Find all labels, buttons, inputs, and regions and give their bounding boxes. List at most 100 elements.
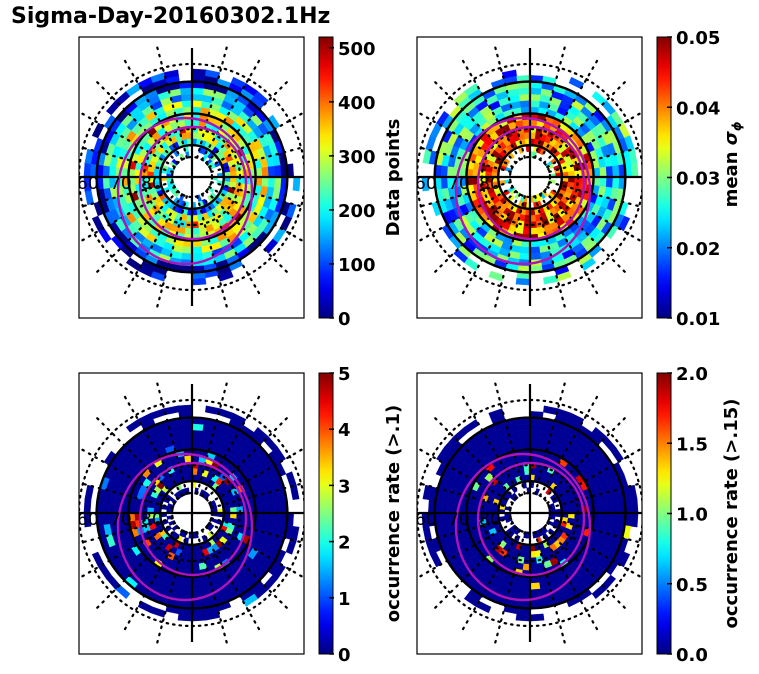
plot-area: 60 70 80: [417, 45, 642, 309]
heatmap-bin: [440, 501, 449, 514]
heatmap-bin: [184, 227, 193, 235]
heatmap-bin: [529, 119, 538, 127]
heatmap-bin: [529, 94, 542, 102]
heatmap-bin: [611, 176, 620, 189]
heatmap-bin: [191, 588, 204, 596]
colorbar-tick-label: 100: [338, 255, 376, 276]
heatmap-bin: [529, 246, 541, 254]
heatmap-bin: [630, 498, 639, 514]
heatmap-bin: [191, 246, 203, 254]
plot-area: 60 70 80: [77, 381, 304, 645]
heatmap-bin: [261, 166, 269, 178]
heatmap-bin: [184, 563, 193, 571]
heatmap-bin: [515, 613, 531, 622]
heatmap-bin: [630, 162, 639, 178]
heatmap-bin: [261, 512, 269, 524]
colorbar: [318, 372, 334, 655]
heatmap-bin: [605, 512, 613, 525]
heatmap-bin: [273, 165, 282, 178]
heatmap-bin: [292, 176, 301, 192]
lat-label-70: 70: [448, 510, 470, 530]
heatmap-bin: [599, 502, 607, 514]
heatmap-bin: [522, 563, 531, 571]
lat-label-70: 70: [110, 174, 132, 194]
heatmap-bin: [191, 119, 200, 127]
heatmap-bin: [519, 582, 531, 590]
heatmap-bin: [191, 68, 207, 77]
auroral-oval-inner: [476, 125, 586, 241]
heatmap-bin: [529, 252, 542, 260]
figure-title: Sigma-Day-20160302.1Hz: [11, 4, 331, 29]
heatmap-bin: [191, 87, 204, 96]
heatmap-bin: [529, 423, 542, 432]
heatmap-bin: [184, 455, 193, 463]
heatmap-bin: [529, 588, 542, 596]
colorbar-tick-label: 0.04: [676, 98, 720, 119]
heatmap-bin: [102, 165, 111, 178]
colorbar-tick-label: 0.02: [676, 239, 720, 260]
heatmap-bin: [529, 563, 538, 571]
heatmap-bin: [102, 512, 111, 525]
colorbar: [318, 36, 334, 319]
heatmap-bin: [177, 613, 193, 622]
lat-label-80: 80: [141, 510, 163, 530]
lat-label-60: 60: [77, 174, 99, 194]
colorbar-tick-label: 2: [338, 533, 351, 554]
heatmap-bin: [181, 436, 193, 444]
heatmap-bin: [529, 455, 538, 463]
heatmap-bin: [630, 512, 639, 528]
heatmap-bin: [180, 430, 193, 438]
colorbar-tick-label: 3: [338, 476, 351, 497]
auroral-oval-outer: [454, 116, 592, 266]
heatmap-bin: [519, 436, 531, 444]
heatmap-bin: [181, 100, 193, 108]
heatmap-bin: [191, 252, 204, 260]
heatmap-bin: [191, 100, 203, 108]
heatmap-bin: [599, 166, 607, 178]
heatmap-bin: [440, 165, 449, 178]
auroral-oval-outer: [116, 452, 254, 602]
heatmap-bin: [181, 246, 193, 254]
heatmap-bin: [605, 501, 613, 514]
heatmap-bin: [519, 246, 531, 254]
lat-label-60: 60: [415, 510, 437, 530]
heatmap-bin: [267, 512, 275, 525]
plot-area: 60 70 80: [415, 381, 642, 645]
colorbar-tick-label: 500: [338, 39, 376, 60]
heatmap-bin: [191, 423, 204, 432]
auroral-oval-inner: [138, 461, 248, 577]
heatmap-bin: [522, 455, 531, 463]
heatmap-bin: [177, 404, 193, 413]
heatmap-bin: [522, 119, 531, 127]
heatmap-bin: [518, 430, 531, 438]
heatmap-bin: [611, 165, 620, 178]
heatmap-bin: [267, 501, 275, 514]
lat-label-60: 60: [77, 510, 99, 530]
heatmap-bin: [273, 501, 282, 514]
heatmap-bin: [181, 582, 193, 590]
colorbar-label: mean σϕ: [721, 121, 744, 207]
colorbar-tick-label: 0: [338, 309, 351, 330]
plot-area: 60 70 80: [77, 45, 304, 309]
colorbar-tick-label: 300: [338, 147, 376, 168]
heatmap-bin: [529, 227, 538, 235]
heatmap-bin: [605, 176, 613, 189]
heatmap-bin: [191, 582, 203, 590]
auroral-oval-inner: [476, 461, 586, 577]
panel-top-right: 60 70 80 0.01 0.02 0.03 0.04 0.05 mean σϕ: [416, 28, 744, 330]
colorbar-tick-label: 0.5: [676, 575, 708, 596]
heatmap-bin: [191, 94, 204, 102]
colorbar-tick-label: 1: [338, 589, 351, 610]
heatmap-bin: [518, 94, 531, 102]
heatmap-bin: [518, 588, 531, 596]
heatmap-bin: [518, 87, 531, 96]
panel-bottom-right: 60 70 80 0.0 0.5 1.0 1.5 2.0 occurrence rate (>.…: [415, 364, 742, 666]
heatmap-bin: [191, 613, 207, 622]
heatmap-bin: [529, 613, 545, 622]
panel-bottom-left: 60 70 80 0 1 2 3 4 5 occurrence rate (>.1): [77, 364, 404, 666]
heatmap-bin: [440, 512, 449, 525]
heatmap-bin: [519, 100, 531, 108]
heatmap-bin: [180, 252, 193, 260]
heatmap-bin: [191, 277, 207, 286]
heatmap-bin: [267, 176, 275, 189]
